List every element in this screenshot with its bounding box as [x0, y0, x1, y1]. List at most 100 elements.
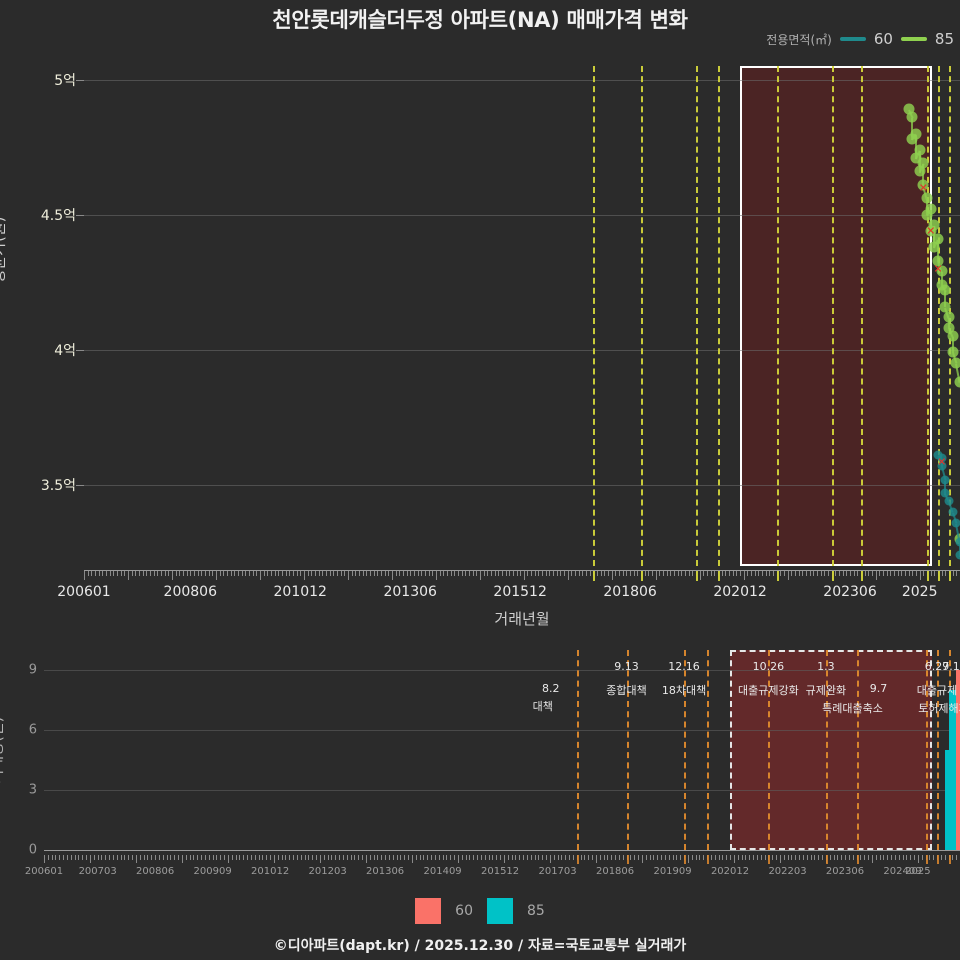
- price-chart-minor-tick: [439, 571, 441, 576]
- volume-chart-minor-tick: [829, 855, 831, 860]
- volume-chart-minor-tick: [339, 855, 341, 860]
- volume-chart-minor-tick: [277, 855, 279, 860]
- price-chart-outlier-marker[interactable]: ✕: [918, 181, 928, 195]
- volume-chart-y-axis-label: 거래량(건): [0, 716, 6, 784]
- price-chart-data-point[interactable]: [932, 255, 944, 267]
- price-chart-data-point[interactable]: [940, 475, 950, 484]
- price-chart-data-point[interactable]: [944, 496, 954, 506]
- volume-chart-bar[interactable]: [948, 690, 956, 850]
- volume-chart-minor-tick: [354, 855, 356, 860]
- price-chart-outlier-marker[interactable]: ✕: [926, 224, 936, 238]
- price-chart-minor-tick: [248, 571, 250, 576]
- price-chart-minor-tick: [952, 571, 954, 576]
- price-chart-data-point[interactable]: [939, 284, 951, 296]
- volume-chart-minor-tick: [906, 855, 908, 860]
- volume-chart-x-tick: 201409: [423, 866, 462, 877]
- volume-chart-minor-tick: [553, 855, 555, 860]
- price-chart-minor-tick: [729, 571, 731, 576]
- price-chart-data-point[interactable]: [928, 219, 940, 231]
- price-chart-data-point[interactable]: [910, 152, 922, 164]
- price-chart-data-point[interactable]: [939, 301, 951, 313]
- price-chart-minor-tick: [743, 571, 745, 580]
- price-chart-data-point[interactable]: [943, 311, 955, 323]
- price-chart-data-point[interactable]: [914, 165, 926, 177]
- price-chart-data-point[interactable]: [954, 376, 960, 388]
- price-chart-data-point[interactable]: [947, 330, 959, 342]
- price-chart-data-point[interactable]: [951, 518, 960, 528]
- volume-chart-minor-tick: [258, 855, 260, 860]
- volume-chart-minor-tick: [599, 855, 601, 860]
- volume-chart-minor-tick: [124, 855, 126, 860]
- volume-chart-bar[interactable]: [956, 670, 960, 850]
- price-chart-data-point[interactable]: [928, 241, 940, 253]
- price-chart-minor-tick: [388, 571, 390, 576]
- volume-chart-event-line: [684, 650, 687, 850]
- volume-chart-minor-tick: [722, 855, 724, 860]
- price-chart-data-point[interactable]: [917, 179, 929, 191]
- volume-chart-minor-tick: [795, 855, 797, 860]
- volume-chart-minor-tick: [561, 855, 563, 860]
- volume-chart-event-tick: [768, 855, 771, 864]
- price-chart-data-point[interactable]: [910, 128, 922, 140]
- volume-chart-plot-area[interactable]: 0 3 6 9 200601 200703 200806 200909 201012 201203…: [25, 650, 960, 877]
- price-chart-data-point[interactable]: [906, 111, 918, 123]
- price-chart-data-point[interactable]: [932, 233, 944, 245]
- price-chart-data-point[interactable]: [947, 346, 959, 358]
- price-chart-data-point[interactable]: [921, 192, 933, 204]
- price-chart-data-point[interactable]: [955, 537, 960, 547]
- price-chart-minor-tick: [314, 571, 316, 576]
- price-chart-data-point[interactable]: [917, 157, 929, 169]
- volume-chart-bar[interactable]: [952, 730, 960, 850]
- price-chart-highlight-region[interactable]: [740, 66, 932, 566]
- price-chart-data-point[interactable]: [943, 322, 955, 334]
- volume-chart-minor-tick: [438, 855, 440, 860]
- volume-chart-minor-tick: [304, 855, 306, 860]
- price-chart-plot-area[interactable]: 5억 4.5억 4억 3.5억 200601 200806 201012 201306 2015…: [41, 66, 960, 600]
- price-chart-data-point[interactable]: [937, 461, 947, 471]
- price-chart-minor-tick: [465, 571, 467, 576]
- price-chart-data-point[interactable]: [936, 265, 948, 277]
- price-chart-minor-tick: [619, 571, 621, 576]
- volume-chart-minor-tick: [319, 855, 321, 863]
- volume-chart-minor-tick: [358, 855, 360, 860]
- price-chart-event-tick: [593, 571, 596, 581]
- price-chart-outlier-marker[interactable]: ✕: [933, 262, 943, 276]
- volume-chart-minor-tick: [112, 855, 114, 860]
- price-chart-event-tick: [927, 571, 929, 581]
- price-chart-data-point[interactable]: [937, 453, 947, 463]
- price-chart-data-point[interactable]: [948, 507, 958, 517]
- volume-chart-x-tick: 202203: [768, 866, 807, 877]
- price-chart-data-point[interactable]: [955, 550, 960, 560]
- price-chart-event-line: [641, 66, 644, 566]
- volume-chart-minor-tick: [875, 855, 877, 860]
- volume-chart-event-label: 규제완화: [805, 684, 847, 697]
- volume-chart-minor-tick: [323, 855, 325, 860]
- price-chart-outlier-marker[interactable]: ✕: [937, 455, 947, 469]
- price-chart-minor-tick: [406, 571, 408, 576]
- volume-chart-highlight-region[interactable]: [730, 650, 932, 850]
- price-chart-minor-tick: [241, 571, 243, 576]
- volume-chart-event-date: 6.27: [924, 660, 950, 673]
- volume-chart-minor-tick: [542, 855, 544, 860]
- price-chart-minor-tick: [630, 571, 632, 576]
- volume-chart-minor-tick: [270, 855, 272, 860]
- volume-chart-minor-tick: [166, 855, 168, 860]
- volume-chart-x-tick: 200909: [193, 866, 232, 877]
- price-chart-minor-tick: [897, 571, 899, 576]
- price-chart-data-point[interactable]: [925, 225, 937, 237]
- volume-chart-minor-tick: [822, 855, 824, 860]
- volume-chart-minor-tick: [668, 855, 670, 860]
- price-chart-data-point[interactable]: [903, 103, 915, 115]
- price-chart-data-point[interactable]: [925, 203, 937, 215]
- volume-chart-minor-tick: [308, 855, 310, 860]
- volume-chart-minor-tick: [898, 855, 900, 860]
- price-chart-data-point[interactable]: [940, 488, 950, 498]
- price-chart-data-point[interactable]: [906, 133, 918, 145]
- price-chart-data-point[interactable]: [921, 209, 933, 221]
- price-chart-data-point[interactable]: [914, 144, 926, 156]
- volume-chart-minor-tick: [607, 855, 609, 860]
- volume-chart-minor-tick: [910, 855, 912, 860]
- volume-chart-minor-tick: [645, 855, 647, 860]
- price-chart-data-point[interactable]: [950, 357, 960, 369]
- price-chart-minor-tick: [853, 571, 855, 576]
